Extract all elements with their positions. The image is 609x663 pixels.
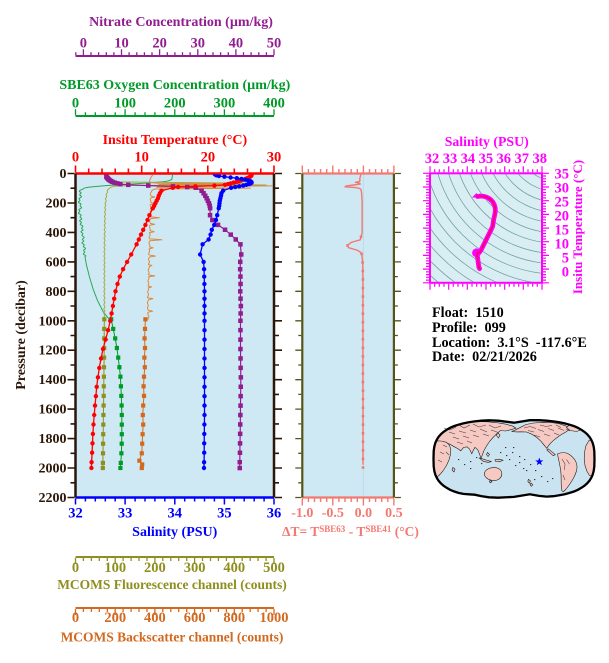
svg-text:Pressure (decibar): Pressure (decibar) (14, 280, 29, 390)
svg-text:10: 10 (134, 150, 149, 166)
svg-text:40: 40 (229, 36, 244, 52)
svg-text:10: 10 (555, 237, 570, 253)
svg-text:200: 200 (46, 196, 67, 211)
svg-text:32: 32 (425, 151, 440, 167)
svg-text:35: 35 (479, 151, 494, 167)
svg-text:1000: 1000 (260, 610, 289, 626)
svg-text:MCOMS Backscatter channel (cou: MCOMS Backscatter channel (counts) (61, 630, 284, 645)
svg-text:37: 37 (515, 151, 530, 167)
svg-text:600: 600 (184, 610, 206, 626)
svg-text:30: 30 (267, 150, 282, 166)
svg-text:Float: 1510: Float: 1510 (432, 305, 504, 321)
svg-text:400: 400 (144, 610, 166, 626)
svg-text:33: 33 (118, 506, 133, 522)
svg-text:38: 38 (532, 151, 547, 167)
svg-text:0: 0 (72, 150, 79, 166)
svg-text:0: 0 (72, 96, 79, 112)
svg-text:1400: 1400 (39, 373, 67, 388)
svg-text:1200: 1200 (39, 344, 67, 359)
svg-text:Insitu Temperature (°C): Insitu Temperature (°C) (103, 133, 248, 148)
svg-text:Profile: 099: Profile: 099 (432, 320, 506, 336)
svg-text:SBE63 Oxygen Concentration (µm: SBE63 Oxygen Concentration (µm/kg) (59, 78, 290, 93)
svg-text:32: 32 (68, 506, 83, 522)
svg-text:33: 33 (443, 151, 458, 167)
svg-text:1800: 1800 (39, 432, 67, 447)
svg-text:Insitu Temperature (°C): Insitu Temperature (°C) (570, 160, 585, 294)
svg-text:600: 600 (46, 255, 67, 270)
svg-text:100: 100 (104, 560, 126, 576)
svg-text:400: 400 (223, 560, 245, 576)
svg-text:34: 34 (461, 151, 476, 167)
svg-text:34: 34 (168, 506, 183, 522)
svg-text:0.0: 0.0 (355, 506, 373, 521)
svg-text:20: 20 (555, 209, 570, 225)
svg-text:Date: 02/21/2026: Date: 02/21/2026 (432, 349, 537, 365)
svg-text:35: 35 (217, 506, 232, 522)
svg-text:200: 200 (104, 610, 126, 626)
svg-text:0: 0 (562, 265, 569, 281)
svg-text:400: 400 (263, 96, 285, 112)
svg-text:5: 5 (562, 251, 569, 267)
svg-text:2200: 2200 (39, 491, 67, 506)
svg-text:1600: 1600 (39, 403, 67, 418)
svg-text:Salinity (PSU): Salinity (PSU) (132, 525, 218, 540)
svg-text:15: 15 (555, 223, 570, 239)
svg-text:300: 300 (184, 560, 206, 576)
svg-text:200: 200 (144, 560, 166, 576)
svg-text:0: 0 (80, 36, 87, 52)
svg-text:500: 500 (263, 560, 285, 576)
svg-text:MCOMS Fluorescence channel (co: MCOMS Fluorescence channel (counts) (57, 577, 287, 592)
svg-text:100: 100 (114, 96, 136, 112)
svg-text:-1.0: -1.0 (291, 506, 313, 521)
svg-text:20: 20 (152, 36, 167, 52)
svg-text:800: 800 (46, 285, 67, 300)
svg-text:36: 36 (497, 151, 512, 167)
svg-text:2000: 2000 (39, 462, 67, 477)
svg-text:0.5: 0.5 (385, 506, 403, 521)
svg-text:10: 10 (114, 36, 129, 52)
svg-text:400: 400 (46, 226, 67, 241)
svg-text:35: 35 (555, 167, 570, 183)
svg-text:-0.5: -0.5 (322, 506, 344, 521)
svg-text:200: 200 (164, 96, 186, 112)
svg-text:800: 800 (223, 610, 245, 626)
svg-text:Location: 3.1°S -117.6°E: Location: 3.1°S -117.6°E (432, 335, 587, 351)
svg-text:20: 20 (201, 150, 216, 166)
svg-text:50: 50 (267, 36, 282, 52)
svg-text:0: 0 (72, 560, 79, 576)
svg-text:Salinity (PSU): Salinity (PSU) (445, 134, 529, 150)
svg-text:25: 25 (555, 195, 570, 211)
svg-text:30: 30 (555, 181, 570, 197)
svg-text:36: 36 (267, 506, 282, 522)
svg-text:300: 300 (214, 96, 236, 112)
svg-text:1000: 1000 (39, 314, 67, 329)
svg-text:0: 0 (60, 167, 67, 182)
svg-text:Nitrate Concentration (µm/kg): Nitrate Concentration (µm/kg) (89, 15, 273, 30)
svg-text:30: 30 (191, 36, 206, 52)
svg-text:0: 0 (72, 610, 79, 626)
svg-text:ΔT= TSBE63 - TSBE41 (°C): ΔT= TSBE63 - TSBE41 (°C) (282, 524, 419, 539)
